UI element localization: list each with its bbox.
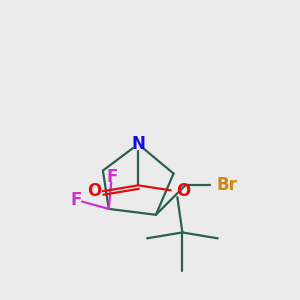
Text: O: O [176,182,190,200]
Text: Br: Br [216,176,237,194]
Text: O: O [88,182,102,200]
Text: N: N [131,135,145,153]
Text: F: F [71,191,82,209]
Text: F: F [106,167,117,185]
